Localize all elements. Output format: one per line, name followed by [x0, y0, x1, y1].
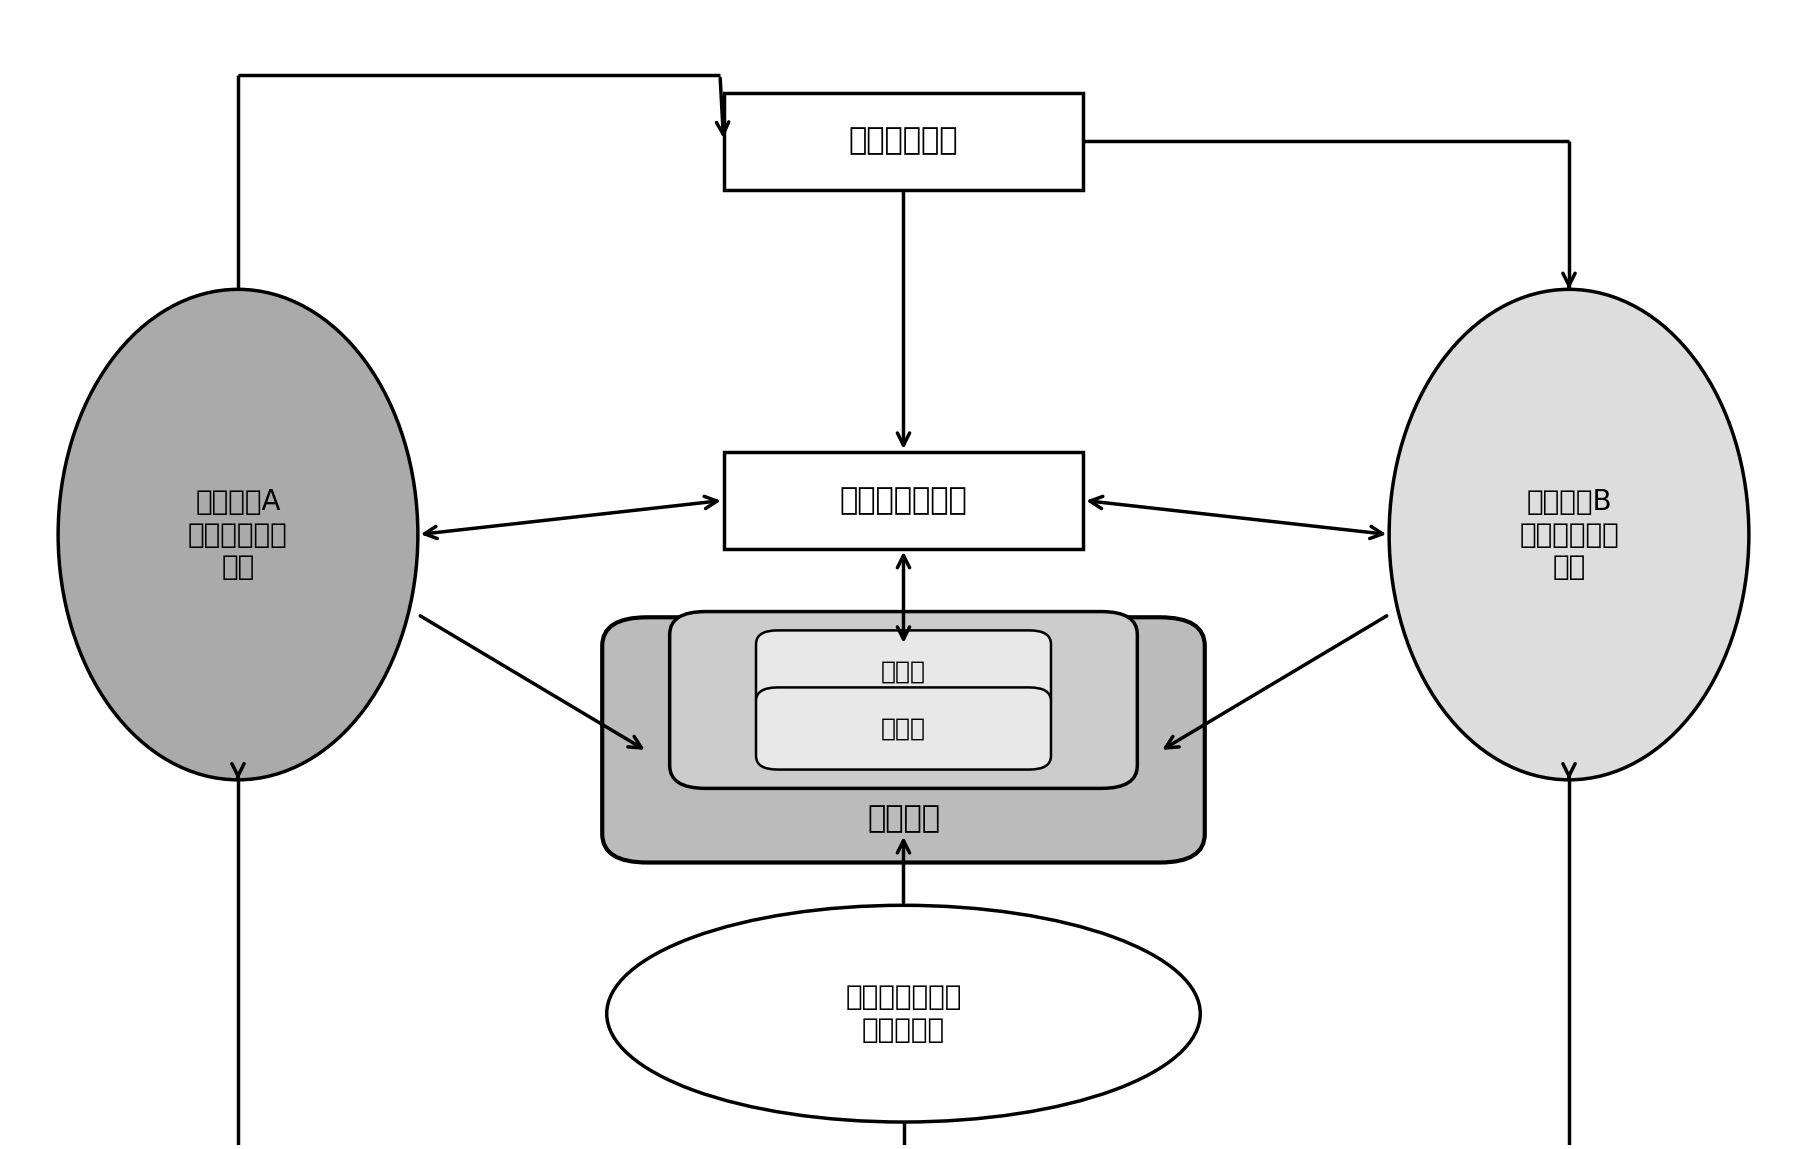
Ellipse shape [1390, 290, 1749, 780]
FancyBboxPatch shape [670, 611, 1137, 788]
Text: 蚁群活动规划: 蚁群活动规划 [849, 126, 958, 155]
Ellipse shape [58, 290, 417, 780]
Text: 信息素: 信息素 [882, 660, 925, 684]
Text: 信息素更新管理: 信息素更新管理 [840, 486, 967, 515]
Text: 伺服系统摩擦参
数辨识问题: 伺服系统摩擦参 数辨识问题 [846, 984, 961, 1043]
Text: 蚂蚁个体A
信息素的增量
构建: 蚂蚁个体A 信息素的增量 构建 [188, 488, 287, 581]
Bar [723, 452, 1084, 549]
Text: 决策量: 决策量 [882, 717, 925, 740]
FancyBboxPatch shape [602, 617, 1205, 863]
FancyBboxPatch shape [755, 687, 1052, 770]
Ellipse shape [607, 905, 1200, 1123]
Bar [723, 93, 1084, 190]
Text: 蚂蚁个体B
信息素的增量
构建: 蚂蚁个体B 信息素的增量 构建 [1520, 488, 1619, 581]
Text: 问题表达: 问题表达 [867, 804, 940, 833]
FancyBboxPatch shape [755, 631, 1052, 712]
